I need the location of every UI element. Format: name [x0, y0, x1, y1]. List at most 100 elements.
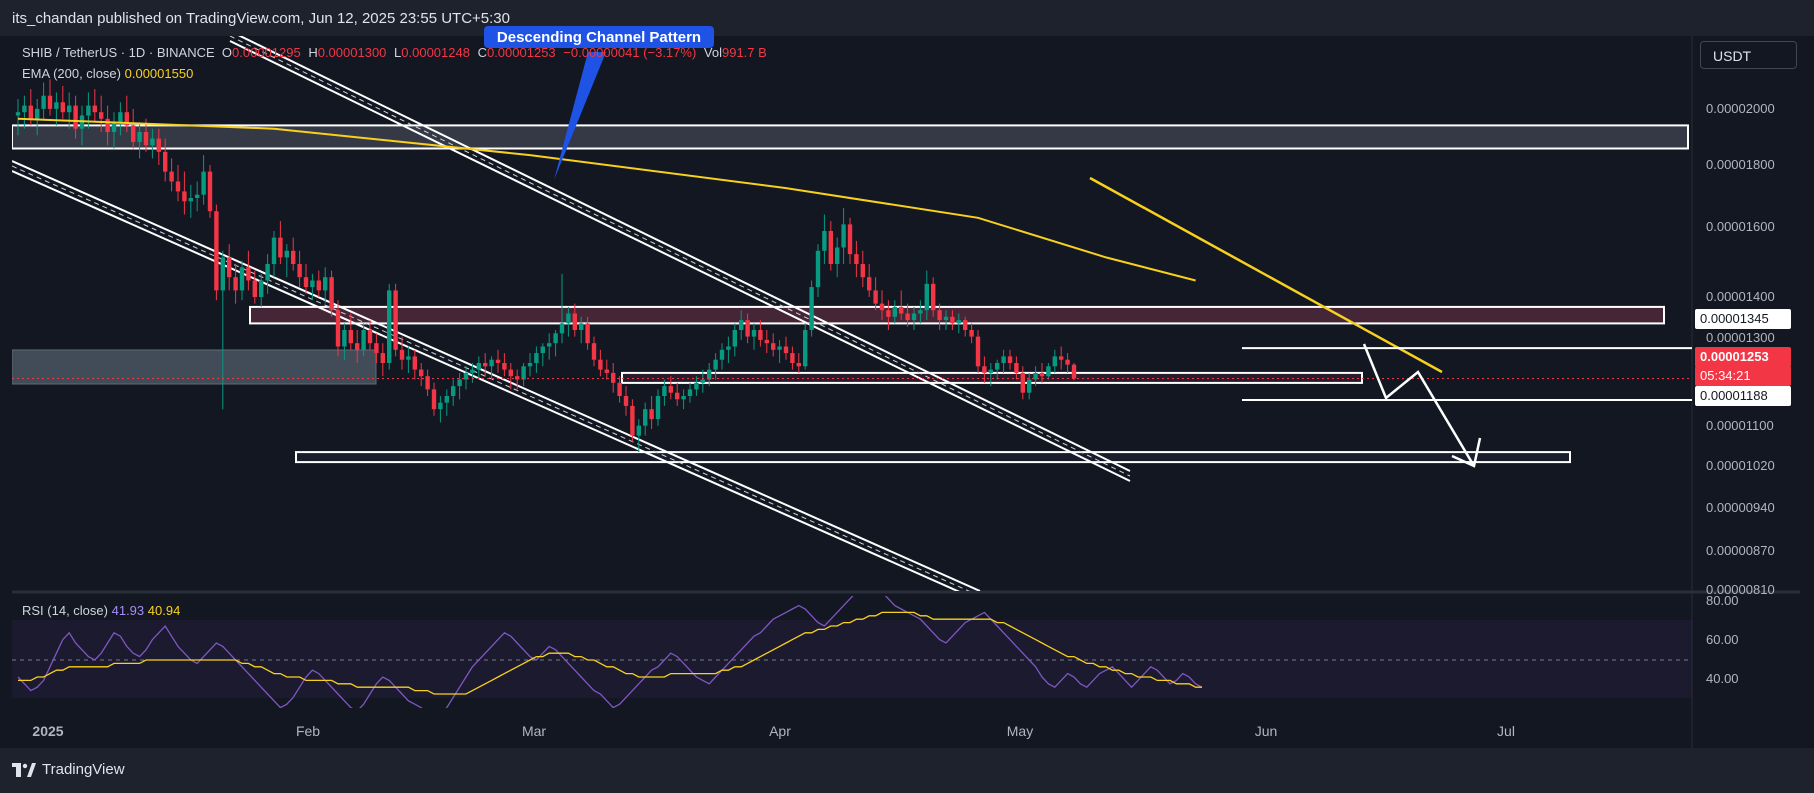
- descending-channel-callout[interactable]: Descending Channel Pattern: [484, 26, 714, 48]
- callout-pointer: [554, 52, 606, 180]
- time-axis-label: Jun: [1255, 723, 1278, 739]
- candle-body: [137, 132, 142, 142]
- candle-body: [623, 396, 629, 406]
- candle-body: [943, 316, 949, 321]
- candle-body: [265, 264, 270, 281]
- candle-body: [899, 306, 904, 314]
- price-axis-label: 0.00001020: [1706, 458, 1775, 473]
- candle-body: [956, 320, 961, 324]
- candle-body: [92, 105, 97, 113]
- candle-body: [566, 313, 571, 324]
- candle-body: [1039, 372, 1045, 377]
- rsi-axis-label: 80.00: [1706, 593, 1739, 608]
- tradingview-brand[interactable]: TradingView: [12, 761, 125, 778]
- candle-body: [1065, 359, 1070, 365]
- candle-body: [470, 369, 475, 373]
- candle-body: [892, 306, 897, 317]
- vol-value: 991.7 B: [721, 45, 767, 60]
- candle-body: [559, 323, 565, 334]
- candle-body: [444, 396, 449, 403]
- candle-body: [681, 396, 686, 400]
- zone-support-zone: [621, 371, 1363, 384]
- candle-body: [886, 310, 891, 317]
- candle-body: [124, 112, 129, 126]
- candle-body: [937, 310, 942, 321]
- candle-body: [297, 264, 302, 278]
- candle-body: [879, 303, 885, 311]
- candle-body: [150, 138, 155, 146]
- candle-body: [463, 372, 469, 380]
- candle-body: [451, 386, 456, 396]
- candle-body: [675, 392, 680, 400]
- support-price-tag: 0.00001188: [1695, 386, 1791, 406]
- candle-body: [111, 122, 117, 132]
- price-axis-label: 0.00001800: [1706, 157, 1775, 172]
- change-value: −0.00000041 (−3.17%): [563, 45, 697, 60]
- low-value: 0.00001248: [401, 45, 470, 60]
- ema-200-line: [17, 117, 1196, 282]
- candle-body: [739, 320, 744, 330]
- rsi-legend[interactable]: RSI (14, close) 41.93 40.94: [22, 603, 180, 618]
- candle-body: [911, 313, 917, 321]
- candle-body: [348, 330, 353, 344]
- candle-body: [380, 353, 385, 363]
- candle-body: [438, 402, 443, 410]
- candle-body: [47, 95, 53, 109]
- candle-body: [643, 409, 648, 426]
- time-axis-label: Mar: [522, 723, 546, 739]
- candle-body: [719, 349, 725, 360]
- candle-body: [41, 95, 46, 109]
- candle-body: [201, 171, 206, 195]
- candle-body: [918, 310, 923, 314]
- rsi-label: RSI (14, close): [22, 603, 108, 618]
- candle-body: [374, 343, 379, 354]
- candle-body: [489, 359, 494, 367]
- candle-body: [195, 194, 200, 198]
- candle-body: [873, 290, 878, 304]
- candle-body: [35, 108, 40, 119]
- candle-body: [15, 112, 21, 116]
- ema-legend[interactable]: EMA (200, close) 0.00001550: [22, 66, 193, 81]
- candle-body: [790, 353, 795, 363]
- price-axis-label: 0.00001400: [1706, 289, 1775, 304]
- channel-lower-edge-top: [12, 160, 981, 591]
- symbol-legend: SHIB / TetherUS · 1D · BINANCE O 0.000012…: [22, 45, 771, 60]
- price-axis-label: 0.00000940: [1706, 500, 1775, 515]
- symbol-name[interactable]: SHIB / TetherUS · 1D · BINANCE: [22, 45, 215, 60]
- candle-body: [476, 363, 481, 370]
- candle-body: [585, 323, 590, 344]
- candle-body: [1007, 356, 1013, 363]
- projection-path: [1362, 343, 1476, 467]
- candle-body: [854, 254, 859, 264]
- candle-body: [847, 224, 853, 255]
- candle-body: [271, 237, 277, 264]
- rsi-line: [17, 596, 1203, 708]
- candle-body: [975, 336, 981, 367]
- ema-value: 0.00001550: [124, 66, 194, 81]
- candle-body: [227, 257, 232, 278]
- open-label: O: [221, 45, 233, 60]
- candle-body: [483, 363, 488, 367]
- candle-body: [598, 359, 603, 370]
- candle-body: [1027, 379, 1032, 393]
- time-axis-label: May: [1007, 723, 1033, 739]
- candle-body: [387, 290, 392, 363]
- candle-body: [931, 283, 936, 311]
- tradingview-logo-icon: [12, 762, 36, 777]
- candle-body: [534, 353, 539, 363]
- close-value: 0.00001253: [486, 45, 556, 60]
- currency-button[interactable]: USDT: [1700, 41, 1797, 69]
- price-chart[interactable]: 0.00002000 0.00001800 0.00001600 0.00001400…: [0, 0, 1814, 748]
- candle-body: [105, 118, 110, 132]
- candle-body: [169, 171, 174, 182]
- rsi-axis-label: 40.00: [1706, 671, 1739, 686]
- candle-body: [579, 323, 584, 330]
- candle-body: [803, 330, 808, 367]
- candle-body: [988, 369, 993, 373]
- candle-body: [399, 349, 405, 360]
- candle-body: [278, 237, 283, 258]
- channel-upper-edge-top: [237, 36, 1131, 472]
- candle-body: [591, 343, 597, 360]
- candle-body: [860, 264, 865, 278]
- candle-body: [54, 102, 59, 109]
